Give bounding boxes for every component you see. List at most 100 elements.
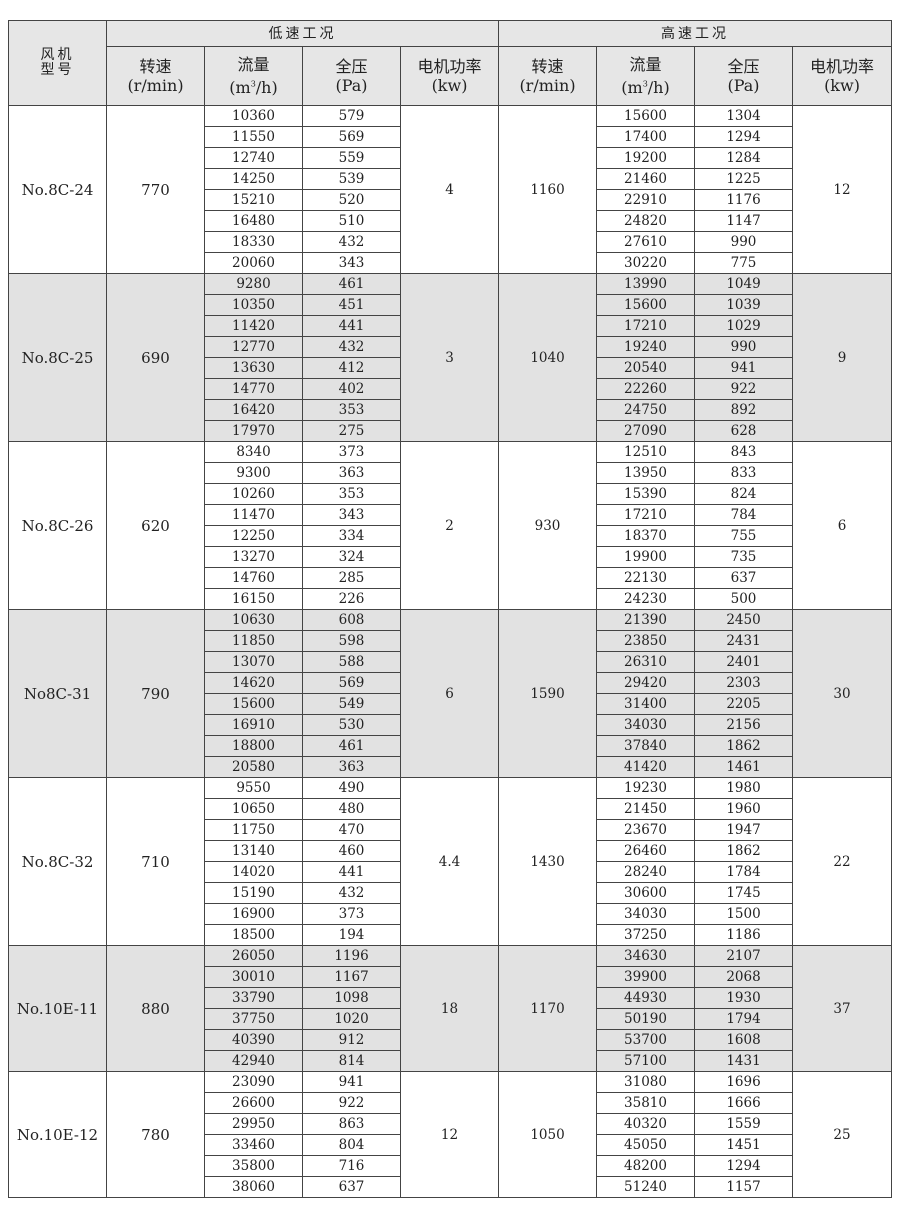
low-speed-pressure: 1167 [302,966,401,988]
high-speed-power: 9 [792,273,892,442]
low-speed-pressure: 343 [302,504,401,526]
low-speed-rpm: 780 [106,1071,205,1198]
low-speed-rpm: 880 [106,945,205,1072]
low-speed-flow: 16480 [204,210,303,232]
low-speed-pressure: 588 [302,651,401,673]
low-speed-flow: 15600 [204,693,303,715]
table-row: 14250 539 21460 1225 [9,168,892,190]
table-row: No.8C-32 710 9550 490 4.4 1430 19230 1980 22 [8,777,892,946]
low-speed-pressure: 363 [302,756,401,778]
table-row: 35800 716 48200 1294 [9,1155,892,1177]
table-row: 11750 470 23670 1947 [9,819,892,841]
table-row: 30010 1167 39900 2068 [9,966,892,988]
high-speed-pressure: 1294 [694,1155,793,1177]
column-header: 流量 (m3/h) [596,46,695,106]
low-speed-power: 4.4 [400,777,499,946]
low-speed-pressure: 402 [302,378,401,400]
high-speed-power: 25 [792,1071,892,1198]
high-speed-flow: 27090 [596,420,695,442]
column-header: 流量 (m3/h) [204,46,303,106]
table-row: No.10E-12 780 23090 941 12 1050 31080 1696 25 [8,1071,892,1198]
high-speed-flow: 35810 [596,1092,695,1114]
low-speed-flow: 15210 [204,189,303,211]
low-speed-flow: 30010 [204,966,303,988]
high-speed-flow: 23850 [596,630,695,652]
low-speed-pressure: 461 [302,735,401,757]
high-speed-flow: 26460 [596,840,695,862]
low-speed-pressure: 559 [302,147,401,169]
column-header: 电机功率 (kw) [400,46,499,106]
high-speed-rpm: 930 [498,441,597,610]
high-speed-flow: 26310 [596,651,695,673]
table-row: 11850 598 23850 2431 [9,630,892,652]
table-row: 18330 432 27610 990 [9,231,892,253]
high-speed-flow: 30600 [596,882,695,904]
column-unit: (Pa) [335,76,368,95]
low-speed-pressure: 863 [302,1113,401,1135]
high-speed-flow: 15600 [596,294,695,316]
low-speed-pressure: 539 [302,168,401,190]
high-speed-flow: 34630 [596,945,695,967]
high-speed-pressure: 1608 [694,1029,793,1051]
high-speed-flow: 22910 [596,189,695,211]
low-speed-pressure: 637 [302,1176,401,1198]
high-speed-pressure: 833 [694,462,793,484]
low-speed-pressure: 569 [302,126,401,148]
column-header: 转速 (r/min) [498,46,597,106]
column-unit: (r/min) [127,76,184,95]
low-speed-flow: 26600 [204,1092,303,1114]
low-speed-flow: 12740 [204,147,303,169]
table-row: 16900 373 34030 1500 [9,903,892,925]
low-speed-flow: 20580 [204,756,303,778]
high-speed-pressure: 941 [694,357,793,379]
high-speed-flow: 15600 [596,105,695,127]
high-speed-flow: 19240 [596,336,695,358]
low-speed-pressure: 441 [302,861,401,883]
table-row: 16910 530 34030 2156 [9,714,892,736]
high-speed-pressure: 1039 [694,294,793,316]
low-speed-pressure: 334 [302,525,401,547]
high-speed-pressure: 843 [694,441,793,463]
low-speed-flow: 13140 [204,840,303,862]
high-speed-pressure: 2205 [694,693,793,715]
high-speed-pressure: 1461 [694,756,793,778]
high-speed-pressure: 2156 [694,714,793,736]
table-row: 14620 569 29420 2303 [9,672,892,694]
high-speed-flow: 51240 [596,1176,695,1198]
low-speed-pressure: 569 [302,672,401,694]
high-speed-pressure: 922 [694,378,793,400]
low-speed-power: 4 [400,105,499,274]
high-speed-pressure: 2401 [694,651,793,673]
model-name: No.8C-24 [8,105,107,274]
high-speed-pressure: 1431 [694,1050,793,1072]
low-speed-flow: 11470 [204,504,303,526]
low-speed-flow: 17970 [204,420,303,442]
high-speed-flow: 17210 [596,315,695,337]
model-name: No.8C-26 [8,441,107,610]
high-speed-power: 30 [792,609,892,778]
table-row: 33790 1098 44930 1930 [9,987,892,1009]
low-speed-pressure: 490 [302,777,401,799]
high-speed-flow: 45050 [596,1134,695,1156]
low-speed-pressure: 412 [302,357,401,379]
low-speed-pressure: 451 [302,294,401,316]
high-speed-pressure: 2068 [694,966,793,988]
table-row: 12770 432 19240 990 [9,336,892,358]
low-speed-pressure: 226 [302,588,401,610]
low-speed-flow: 42940 [204,1050,303,1072]
low-speed-power: 12 [400,1071,499,1198]
high-speed-flow: 50190 [596,1008,695,1030]
high-speed-flow: 31080 [596,1071,695,1093]
high-speed-pressure: 1049 [694,273,793,295]
high-speed-flow: 19230 [596,777,695,799]
table-row: No8C-31 790 10630 608 6 1590 21390 2450 30 [8,609,892,778]
column-label: 流量 [629,55,662,75]
high-speed-power: 12 [792,105,892,274]
high-speed-pressure: 1559 [694,1113,793,1135]
high-speed-rpm: 1590 [498,609,597,778]
high-speed-rpm: 1430 [498,777,597,946]
low-speed-pressure: 324 [302,546,401,568]
table-row: No.8C-24 770 10360 579 4 1160 15600 1304 12 [8,105,892,274]
table-row: 13630 412 20540 941 [9,357,892,379]
model-header: 风机 型号 [8,20,107,106]
